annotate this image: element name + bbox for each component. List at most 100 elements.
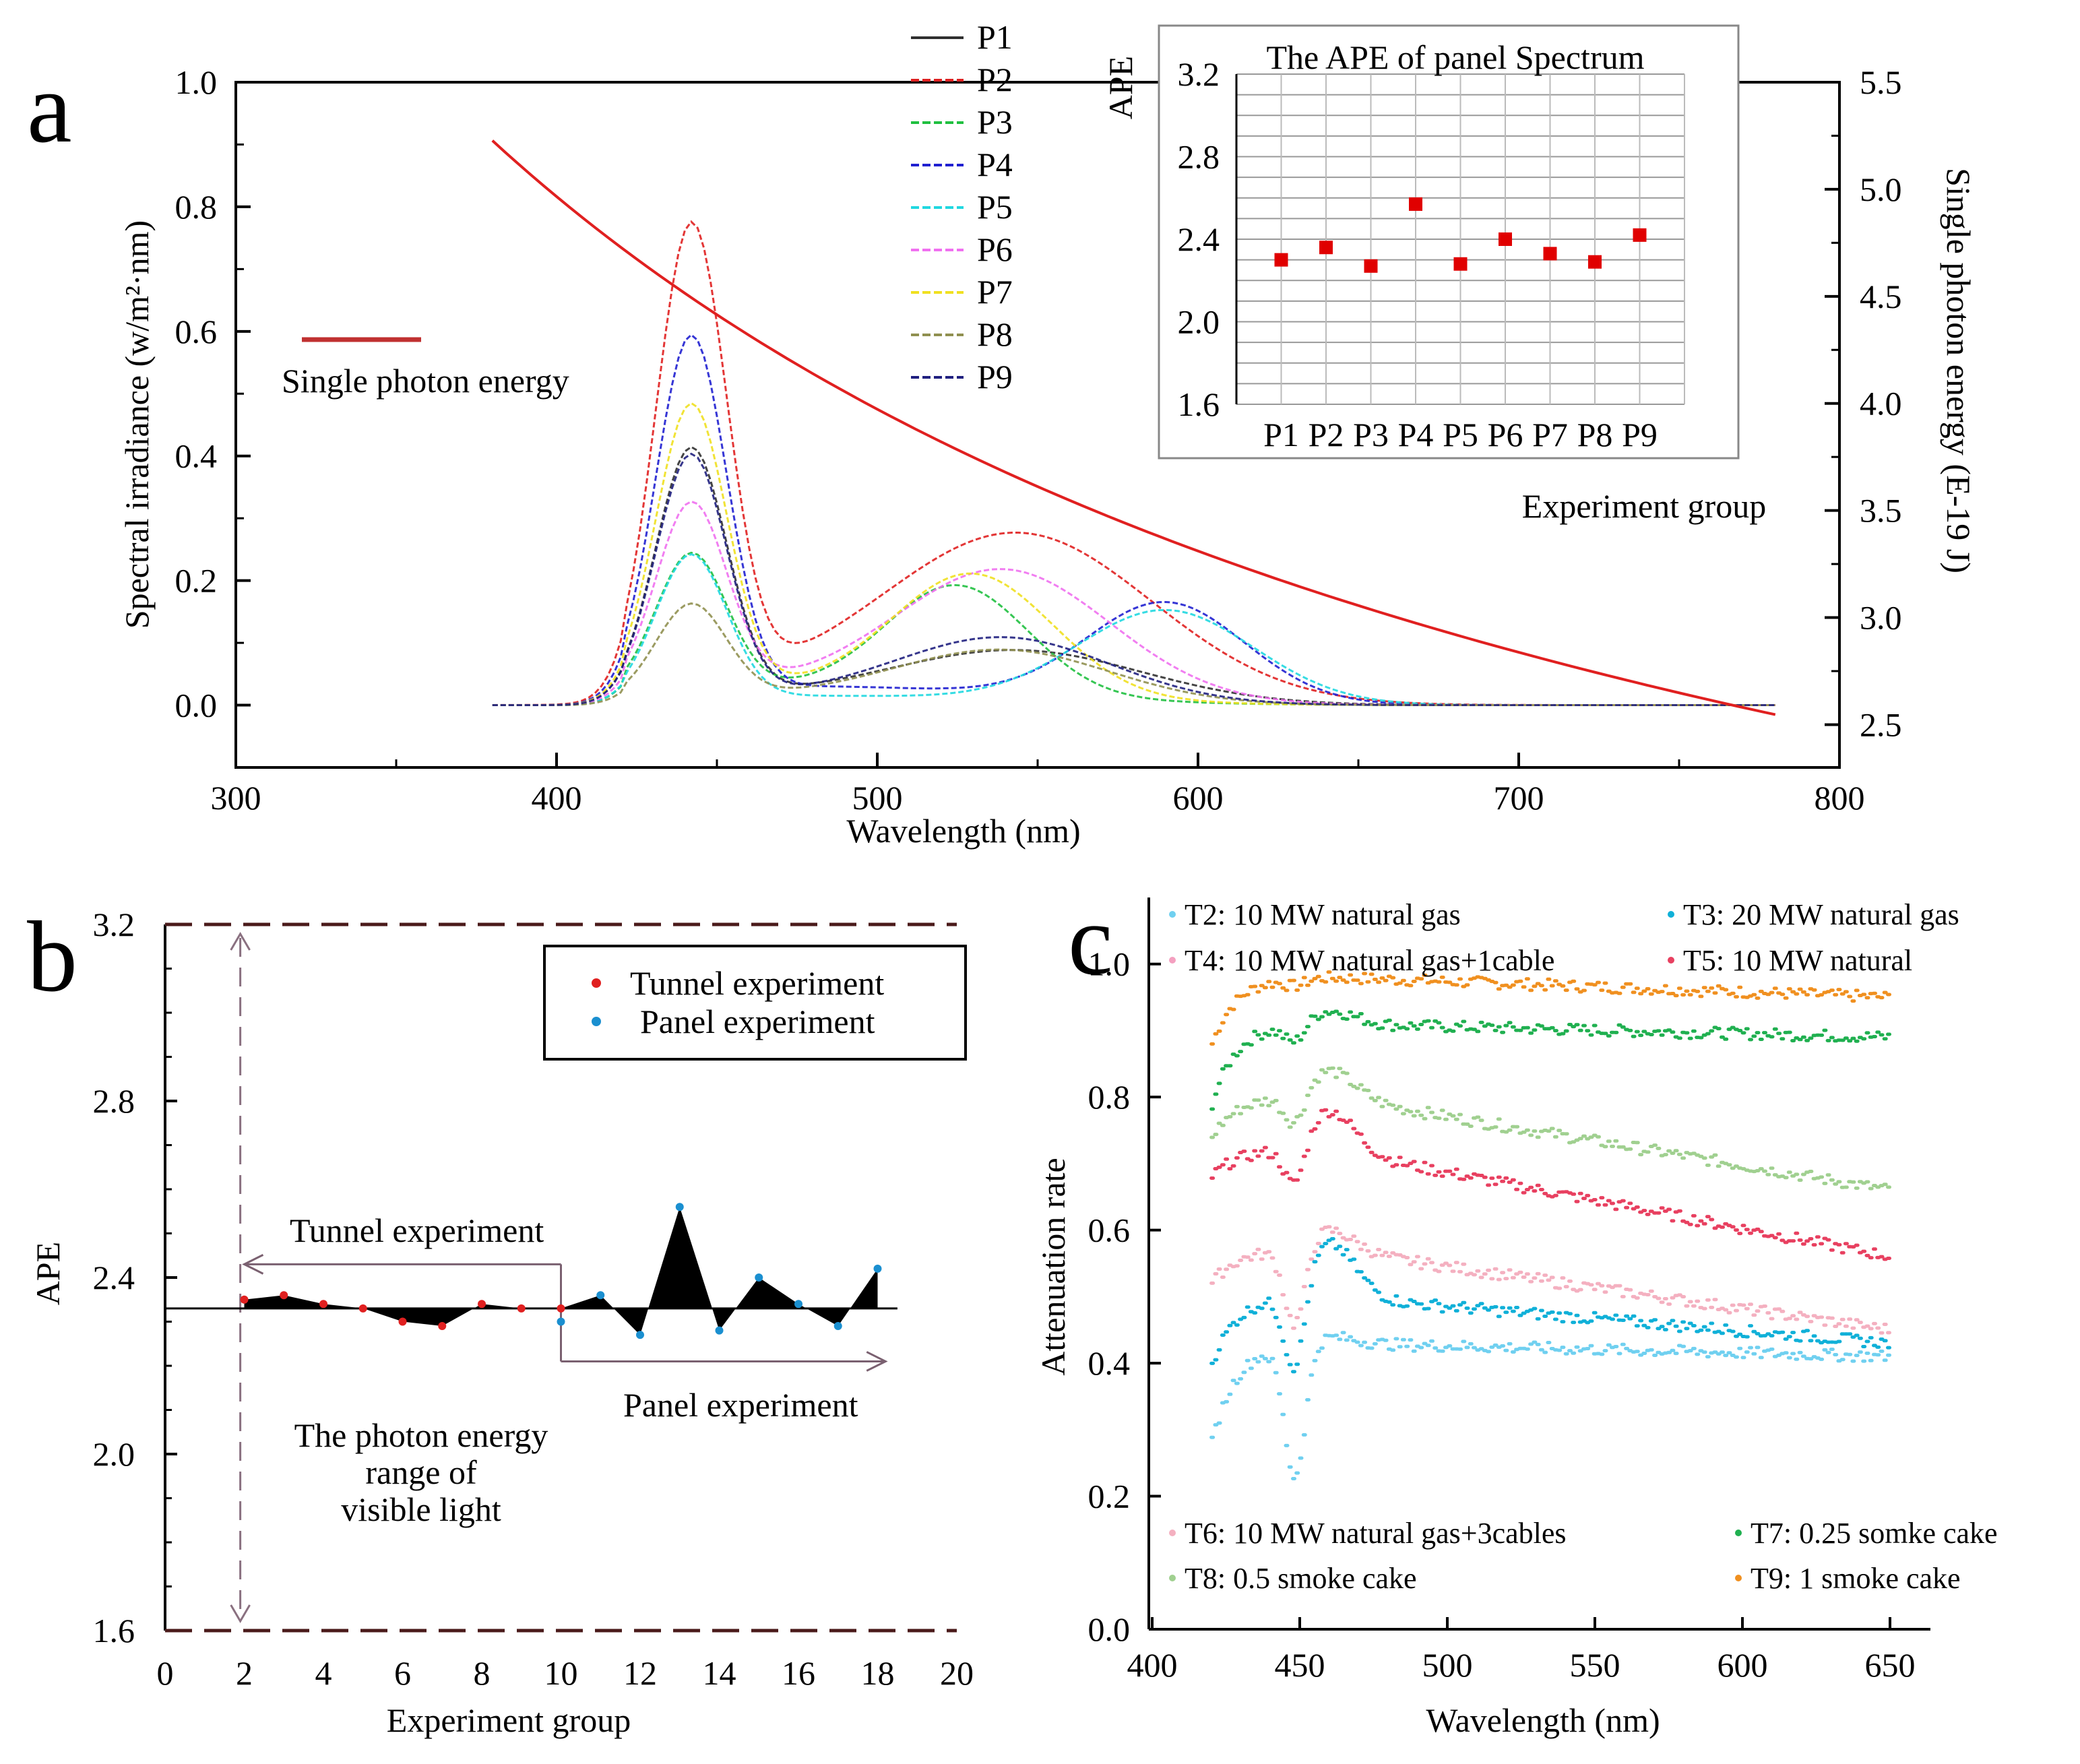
panel-letter-b: b [27, 901, 77, 1013]
panel-a-xtick-label: 300 [211, 779, 261, 817]
inset-point-p1 [1274, 253, 1288, 267]
panel-b-xtick-label: 18 [861, 1654, 895, 1692]
tunnel-legend-label: Tunnel experiment [630, 964, 884, 1002]
panel-a-xtick-label: 400 [532, 779, 582, 817]
panel-b-plot [165, 922, 957, 1633]
panel-a-ytick-label: 0.0 [175, 687, 218, 724]
tunnel-point [478, 1300, 486, 1309]
panel-point [675, 1203, 684, 1211]
inset-point-p8 [1588, 255, 1602, 269]
inset-ytick-label: 2.0 [1178, 303, 1220, 341]
inset-frame [1158, 24, 1740, 460]
panel-b-ylabel: APE [29, 1242, 67, 1305]
attenuation-series-t9 [1209, 970, 1891, 1046]
legend-label-t4: T4: 10 MW natural gas+1cable [1185, 944, 1554, 977]
photon-energy-line [491, 139, 1776, 716]
panel-point [833, 1322, 842, 1331]
panel-c-ytick-label: 0.2 [1088, 1478, 1131, 1515]
tunnel-arrowhead [242, 1254, 264, 1275]
panel-a-y2tick-label: 3.5 [1860, 492, 1902, 530]
panel-c-xtick-label: 650 [1865, 1646, 1916, 1684]
panel-a-curves [491, 139, 1776, 716]
panel-c: c 400 450 500 550 600 650 0.0 0.2 0.4 0.6 0.8 1.0 W… [1034, 884, 1998, 1739]
inset-xtick-label: P2 [1309, 416, 1344, 453]
legend-label-t9: T9: 1 smoke cake [1751, 1562, 1961, 1595]
panel-b-xtick-label: 6 [394, 1654, 411, 1692]
panel-b-ticks: 1.6 2.0 2.4 2.8 3.2 0 2 4 6 8 10 12 14 16 18 20 [93, 906, 974, 1692]
tunnel-point [280, 1291, 288, 1300]
inset-xtick-label: P8 [1577, 416, 1613, 453]
inset-xlabel: Experiment group [1522, 487, 1766, 525]
legend-marker-t3 [1668, 911, 1674, 918]
inset-point-p7 [1543, 247, 1557, 261]
inset-point-p4 [1409, 197, 1422, 211]
visible-range-annotation-1: The photon energy [294, 1416, 548, 1454]
panel-a-xtick-label: 500 [852, 779, 903, 817]
spectrum-line-p6 [492, 500, 1775, 706]
legend-label-t3: T3: 20 MW natural gas [1683, 898, 1959, 931]
legend-label-p5: P5 [977, 188, 1013, 226]
panel-c-ytick-label: 0.0 [1088, 1610, 1131, 1648]
inset-xtick-label: P5 [1443, 416, 1478, 453]
tunnel-point [557, 1304, 565, 1313]
panel-a-y2tick-label: 5.0 [1860, 170, 1902, 208]
panel-c-ticks: 400 450 500 550 600 650 0.0 0.2 0.4 0.6 0.8 1.0 [1088, 945, 1916, 1684]
legend-label-p1: P1 [977, 18, 1013, 56]
panel-b-xtick-label: 4 [315, 1654, 332, 1692]
attenuation-series-t3 [1209, 1237, 1891, 1374]
panel-b-ytick-label: 2.8 [93, 1082, 135, 1120]
panel-b-xtick-label: 12 [623, 1654, 657, 1692]
legend-label-p2: P2 [977, 61, 1013, 98]
inset-ytick-label: 2.8 [1178, 138, 1220, 176]
legend-marker-t9 [1735, 1575, 1742, 1581]
visible-range-arrowhead-top [230, 932, 251, 951]
legend-label-p3: P3 [977, 103, 1013, 141]
inset-point-p6 [1499, 232, 1512, 246]
panel-annotation: Panel experiment [623, 1386, 858, 1424]
attenuation-series-t5 [1209, 1108, 1891, 1261]
legend-label-t5: T5: 10 MW natural [1683, 944, 1912, 977]
inset-xtick-label: P6 [1488, 416, 1523, 453]
inset-ytick-label: 1.6 [1178, 385, 1220, 423]
tunnel-point [319, 1300, 327, 1309]
panel-a-ytick-label: 0.4 [175, 437, 218, 475]
panel-legend-label: Panel experiment [640, 1003, 875, 1040]
attenuation-series-t6 [1209, 1225, 1891, 1335]
panel-b-xtick-label: 14 [703, 1654, 736, 1692]
panel-c-xtick-label: 600 [1717, 1646, 1768, 1684]
panel-a-xtick-label: 700 [1494, 779, 1544, 817]
attenuation-series-t2 [1209, 1331, 1891, 1480]
legend-marker-t8 [1169, 1575, 1176, 1581]
legend-label-p6: P6 [977, 230, 1013, 268]
panel-point [873, 1264, 882, 1273]
inset-ytick-label: 3.2 [1178, 55, 1220, 93]
panel-a-legend: P1 P2 P3 P4 P5 P6 P7 P8 P9 [911, 18, 1013, 396]
panel-point [794, 1300, 802, 1309]
panel-point [596, 1291, 605, 1300]
legend-marker-t5 [1668, 957, 1674, 964]
panel-a-ytick-label: 1.0 [175, 63, 218, 101]
legend-label-p4: P4 [977, 146, 1013, 183]
inset-title: The APE of panel Spectrum [1267, 38, 1645, 76]
inset-point-p2 [1319, 241, 1333, 255]
panel-a-ytick-label: 0.8 [175, 188, 218, 226]
inset-xtick-label: P1 [1263, 416, 1299, 453]
tunnel-legend-marker [592, 978, 601, 988]
photon-legend-label: Single photon energy [282, 362, 569, 400]
panel-a-y2tick-label: 5.5 [1860, 63, 1902, 101]
panel-a-ytick-label: 0.6 [175, 313, 218, 350]
panel-c-plot [1209, 970, 1891, 1480]
panel-b-ytick-label: 1.6 [93, 1612, 135, 1649]
legend-label-t8: T8: 0.5 smoke cake [1185, 1562, 1417, 1595]
spectrum-line-p3 [492, 551, 1775, 706]
panel-letter-a: a [27, 52, 72, 164]
panel-letter-c: c [1068, 884, 1113, 996]
inset-ytick-label: 2.4 [1178, 220, 1220, 258]
inset-point-p9 [1633, 228, 1647, 242]
spectrum-line-p9 [492, 452, 1775, 706]
panel-legend-marker [592, 1017, 601, 1026]
inset-xtick-label: P3 [1353, 416, 1389, 453]
spectrum-line-p5 [492, 553, 1775, 706]
panel-b-legend-box [543, 945, 967, 1061]
panel-b-ytick-label: 2.0 [93, 1435, 135, 1473]
